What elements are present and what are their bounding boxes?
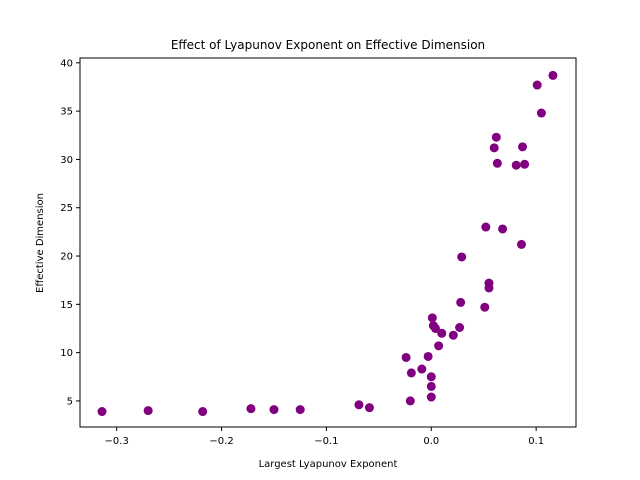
x-tick-label: 0.1 [528, 436, 544, 447]
data-point [511, 160, 521, 170]
y-tick-label: 25 [60, 203, 73, 214]
y-tick-label: 10 [60, 348, 73, 359]
x-tick-label: −0.2 [209, 436, 233, 447]
y-tick-label: 30 [60, 155, 73, 166]
data-point [364, 403, 374, 413]
data-point [426, 392, 436, 402]
data-point [354, 400, 364, 410]
data-point [498, 224, 508, 234]
x-tick-label: −0.3 [105, 436, 129, 447]
data-point [406, 368, 416, 378]
data-point [430, 323, 440, 333]
data-point [434, 341, 444, 351]
data-point [269, 405, 279, 415]
data-point [426, 372, 436, 382]
data-point [423, 351, 433, 361]
x-axis: −0.3 −0.2 −0.1 0.0 0.1 [105, 427, 544, 447]
y-axis-label: Effective Dimension [35, 193, 46, 293]
data-point [405, 396, 415, 406]
data-point [246, 404, 256, 414]
y-tick-label: 15 [60, 300, 73, 311]
data-point [448, 330, 458, 340]
data-point [97, 407, 107, 417]
chart-title: Effect of Lyapunov Exponent on Effective… [171, 38, 485, 52]
data-point [426, 381, 436, 391]
data-point [427, 313, 437, 323]
data-point [481, 222, 491, 232]
data-point [456, 297, 466, 307]
data-point [143, 406, 153, 416]
data-point [489, 143, 499, 153]
data-point [401, 352, 411, 362]
data-point [532, 80, 542, 90]
data-points [97, 70, 558, 417]
y-tick-label: 40 [60, 58, 73, 69]
y-axis: 5 10 15 20 25 30 35 40 [60, 58, 80, 407]
data-point [417, 364, 427, 374]
y-tick-label: 20 [60, 252, 73, 263]
data-point [491, 132, 501, 142]
y-tick-label: 5 [67, 396, 73, 407]
data-point [484, 283, 494, 293]
x-axis-label: Largest Lyapunov Exponent [259, 459, 398, 470]
plot-frame [79, 57, 577, 428]
data-point [536, 108, 546, 118]
y-tick-label: 35 [60, 107, 73, 118]
data-point [295, 405, 305, 415]
data-point [480, 302, 490, 312]
x-tick-label: 0.0 [423, 436, 439, 447]
data-point [548, 70, 558, 80]
data-point [516, 239, 526, 249]
data-point [455, 323, 465, 333]
data-point [520, 159, 530, 169]
data-point [457, 252, 467, 262]
data-point [518, 142, 528, 152]
data-point [492, 158, 502, 168]
data-point [437, 328, 447, 338]
data-point [198, 407, 208, 417]
x-tick-label: −0.1 [314, 436, 338, 447]
